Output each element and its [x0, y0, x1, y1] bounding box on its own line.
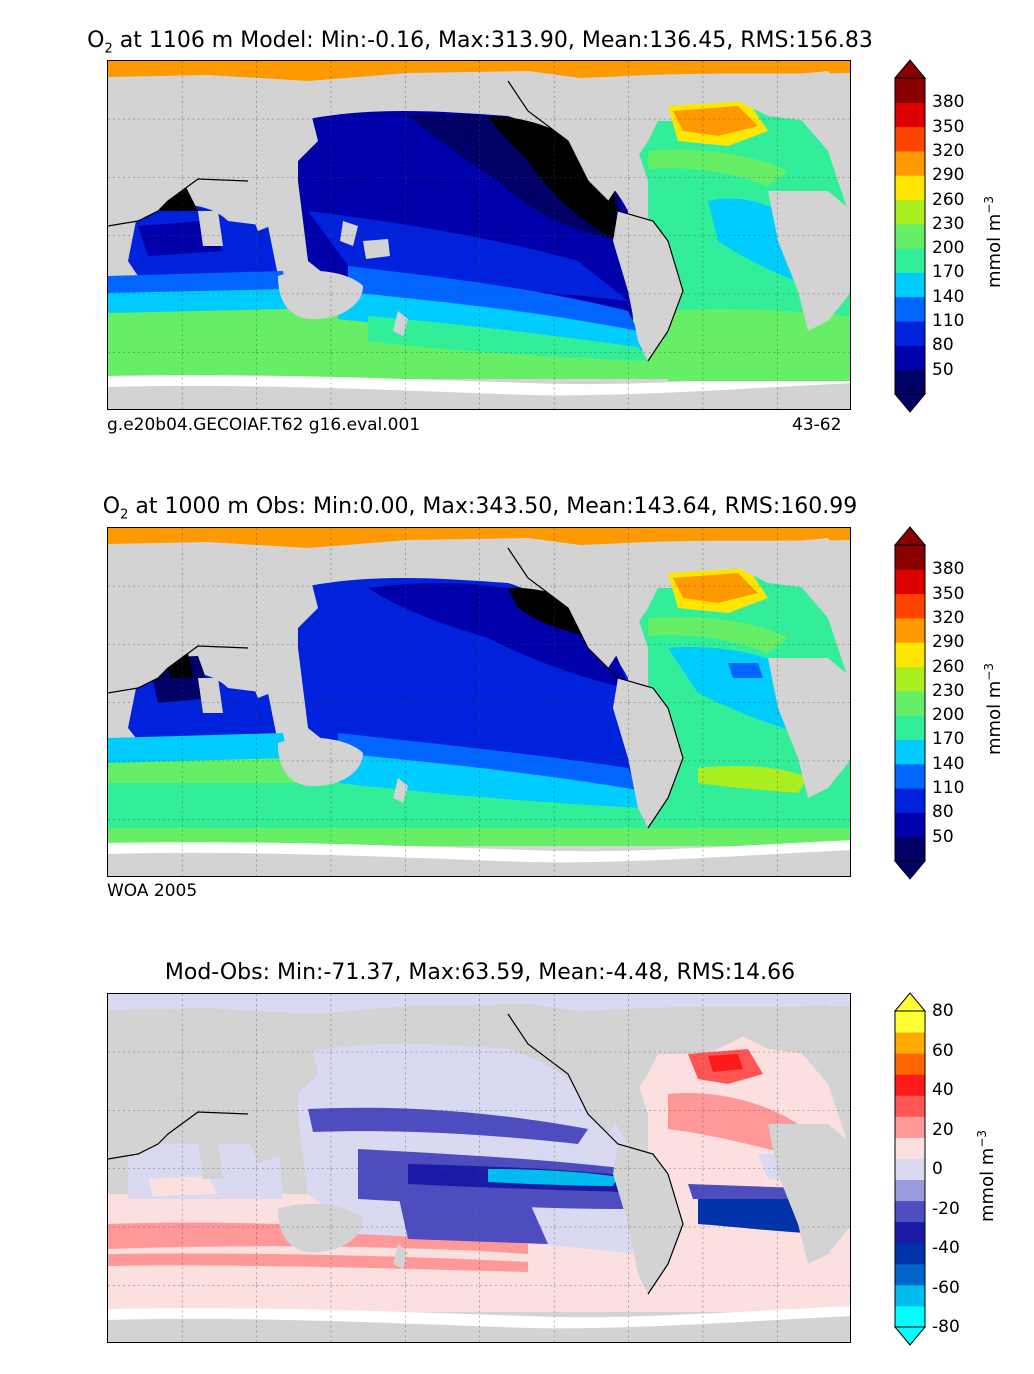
colorbar-tick-label: 230 — [932, 213, 965, 234]
colorbar-swatch — [895, 345, 925, 371]
colorbar-swatches — [893, 59, 927, 413]
colorbar-swatch — [895, 836, 925, 862]
colorbar-tick-label: -60 — [932, 1277, 960, 1298]
colorbar-swatch — [895, 78, 925, 103]
obs-o2-map — [107, 527, 851, 877]
colorbar-tick-label: 320 — [932, 140, 965, 161]
colorbar-swatch — [895, 1074, 925, 1096]
colorbar-swatch — [895, 812, 925, 838]
colorbar-swatch — [895, 369, 925, 395]
colorbar-swatch — [895, 617, 925, 643]
colorbar-swatches — [893, 526, 927, 880]
colorbar-swatches — [893, 992, 927, 1346]
colorbar-swatch — [895, 199, 925, 225]
colorbar-swatch — [895, 1284, 925, 1307]
colorbar-under-arrow — [893, 1326, 927, 1346]
colorbar-swatch — [895, 1032, 925, 1054]
obs-colorbar — [893, 526, 927, 880]
colorbar-under-arrow — [893, 393, 927, 413]
colorbar-tick-label: 0 — [932, 1159, 943, 1179]
colorbar-tick-label: -80 — [932, 1317, 960, 1337]
colorbar-tick-label: 40 — [932, 1080, 954, 1100]
colorbar-swatch — [895, 1242, 925, 1265]
colorbar-swatch — [895, 150, 925, 176]
colorbar-tick-label: -40 — [932, 1238, 960, 1258]
colorbar-swatch — [895, 1200, 925, 1223]
colorbar-swatch — [895, 715, 925, 740]
colorbar-tick-label: 110 — [932, 311, 965, 332]
colorbar-swatch — [895, 545, 925, 570]
colorbar-over-arrow — [893, 59, 927, 79]
colorbar-tick-label: 50 — [932, 359, 954, 380]
diff-o2-map — [107, 993, 851, 1343]
colorbar-tick-label: 350 — [932, 583, 965, 604]
colorbar-swatch — [895, 666, 925, 692]
colorbar-swatch — [895, 1179, 925, 1202]
colorbar-tick-label: 140 — [932, 286, 965, 307]
model-colorbar — [893, 59, 927, 413]
colorbar-tick-label: 290 — [932, 632, 965, 653]
colorbar-tick-label: 80 — [932, 802, 954, 823]
colorbar-swatch — [895, 1095, 925, 1117]
colorbar-tick-label: 80 — [932, 1001, 954, 1021]
colorbar-tick-label: 50 — [932, 826, 954, 847]
colorbar-tick-label: -20 — [932, 1198, 960, 1219]
diff-panel-title: Mod-Obs: Min:-71.37, Max:63.59, Mean:-4.… — [164, 960, 796, 985]
model-colorbar-unit: mmol m−3 — [982, 195, 1005, 288]
colorbar-swatch — [895, 642, 925, 668]
colorbar-tick-label: 170 — [932, 729, 965, 750]
colorbar-swatch — [895, 1116, 925, 1138]
colorbar-swatch — [895, 1305, 925, 1328]
colorbar-under-arrow — [893, 860, 927, 880]
colorbar-tick-label: 260 — [932, 656, 965, 677]
colorbar-tick-label: 60 — [932, 1040, 954, 1061]
colorbar-tick-label: 200 — [932, 705, 965, 726]
colorbar-tick-label: 290 — [932, 165, 965, 186]
colorbar-swatch — [895, 763, 925, 789]
colorbar-tick-label: 80 — [932, 335, 954, 356]
diff-colorbar — [893, 992, 927, 1346]
colorbar-tick-label: 380 — [932, 92, 965, 113]
colorbar-swatch — [895, 175, 925, 201]
colorbar-swatch — [895, 272, 925, 298]
colorbar-swatch — [895, 223, 925, 249]
colorbar-swatch — [895, 1263, 925, 1286]
diff-colorbar-unit: mmol m−3 — [975, 1129, 998, 1222]
colorbar-swatch — [895, 739, 925, 765]
colorbar-tick-label: 320 — [932, 607, 965, 628]
colorbar-tick-label: 350 — [932, 116, 965, 137]
colorbar-tick-label: 200 — [932, 238, 965, 259]
colorbar-tick-label: 20 — [932, 1119, 954, 1140]
colorbar-swatch — [895, 126, 925, 152]
obs-panel-title: O2 at 1000 m Obs: Min:0.00, Max:343.50, … — [102, 494, 858, 523]
colorbar-over-arrow — [893, 526, 927, 546]
colorbar-tick-label: 260 — [932, 189, 965, 210]
model-panel-title: O2 at 1106 m Model: Min:-0.16, Max:313.9… — [87, 28, 873, 57]
colorbar-swatch — [895, 296, 925, 322]
colorbar-swatch — [895, 593, 925, 619]
obs-colorbar-unit: mmol m−3 — [982, 662, 1005, 755]
colorbar-swatch — [895, 1011, 925, 1033]
colorbar-tick-label: 110 — [932, 778, 965, 799]
colorbar-swatch — [895, 569, 925, 595]
model-years-caption: 43-62 — [792, 415, 842, 435]
colorbar-swatch — [895, 321, 925, 346]
colorbar-swatch — [895, 788, 925, 813]
colorbar-swatch — [895, 690, 925, 716]
colorbar-swatch — [895, 1158, 925, 1181]
colorbar-tick-label: 230 — [932, 680, 965, 701]
colorbar-tick-label: 170 — [932, 262, 965, 283]
colorbar-swatch — [895, 248, 925, 273]
colorbar-tick-label: 380 — [932, 559, 965, 580]
colorbar-swatch — [895, 102, 925, 128]
colorbar-swatch — [895, 1053, 925, 1075]
colorbar-tick-label: 140 — [932, 753, 965, 774]
colorbar-swatch — [895, 1137, 925, 1159]
model-o2-map — [107, 60, 851, 410]
model-run-caption: g.e20b04.GECOIAF.T62 g16.eval.001 — [107, 415, 421, 435]
colorbar-over-arrow — [893, 992, 927, 1012]
obs-source-caption: WOA 2005 — [107, 881, 198, 901]
colorbar-swatch — [895, 1221, 925, 1244]
